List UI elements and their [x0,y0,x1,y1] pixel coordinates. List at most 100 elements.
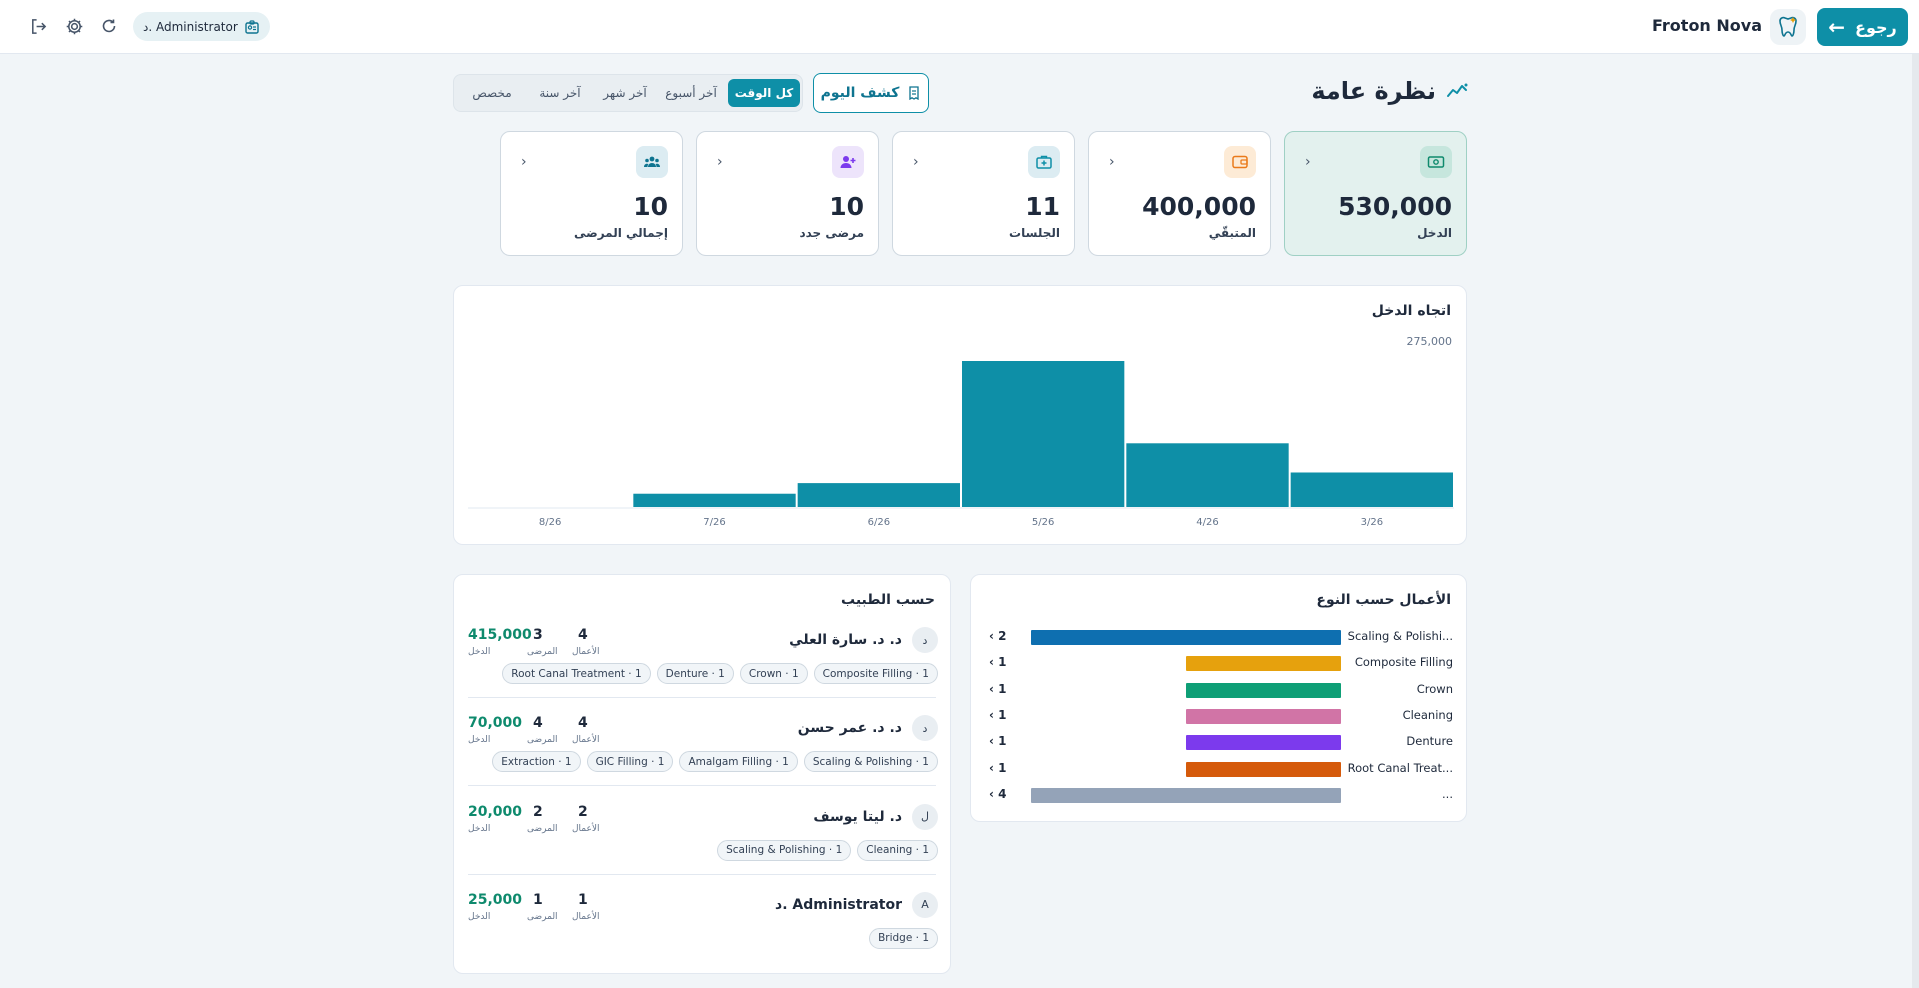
procedure-row[interactable]: Composite Filling ‹ 1 [971,653,1468,673]
logout-icon[interactable] [26,14,50,38]
procedure-chips: Cleaning · 1 Scaling & Polishing · 1 [717,839,938,861]
kpi-value: 530,000 [1338,192,1452,221]
procedure-count[interactable]: ‹ 2 [989,629,1006,643]
medical-briefcase-icon [1028,146,1060,178]
x-tick-label: 5/26 [1031,517,1055,528]
chevron-right-icon: › [717,154,723,170]
procedure-count[interactable]: ‹ 1 [989,655,1006,669]
procedure-count[interactable]: ‹ 4 [989,787,1006,801]
kpi-label: مرضى جدد [799,226,864,240]
procedure-count-value: 1 [998,760,1007,775]
procedure-count[interactable]: ‹ 1 [989,708,1006,722]
kpi-card-sessions[interactable]: › 11 الجلسات [892,131,1075,256]
refresh-icon[interactable] [97,14,121,38]
procedure-chip[interactable]: Composite Filling · 1 [813,663,938,684]
top-bar: ← رجوع Froton Nova د. Administrator [0,0,1919,54]
procedure-label: Crown [1416,681,1453,696]
tab-all-time[interactable]: كل الوقت [728,79,800,107]
avatar: ل [912,803,938,830]
income-label: الدخل [468,735,491,746]
doctor-name: د. ليتا يوسف [813,808,902,825]
kpi-card-total-patients[interactable]: › 10 إجمالي المرضى [500,131,683,256]
doctor-name: د. Administrator [775,896,902,913]
procedure-chip[interactable]: Crown · 1 [739,663,808,684]
kpi-card-new-patients[interactable]: › 10 مرضى جدد [696,131,879,256]
doctor-row[interactable]: ل د. ليتا يوسف 2 الأعمال 2 المرضى 20,000 الدخل C… [454,803,952,874]
chevron-left-icon: ‹ [989,629,999,643]
chevron-left-icon: ‹ [989,734,999,749]
patients-count: 1 [533,891,543,908]
procedure-count[interactable]: ‹ 1 [989,734,1006,748]
x-tick-label: 6/26 [867,517,891,528]
procedure-label: Denture [1406,734,1453,749]
procedure-chips: Bridge · 1 [869,927,938,949]
procedure-row[interactable]: Crown ‹ 1 [971,680,1468,700]
doctor-row[interactable]: د د. د. عمر حسن 4 الأعمال 4 المرضى 70,000 الدخل… [454,715,952,785]
trend-icon [1447,83,1468,97]
avatar: د [912,715,938,742]
income-bar-5-26[interactable] [962,361,1125,507]
procedure-chip[interactable]: Scaling & Polishing · 1 [803,751,938,773]
patients-count: 3 [533,627,543,643]
gear-icon[interactable] [62,14,86,38]
procedure-bar [1186,656,1341,672]
procedure-count[interactable]: ‹ 1 [989,682,1006,696]
procedure-count-value: 1 [998,707,1007,722]
procedure-label: Root Canal Treat... [1347,760,1453,775]
procedure-count[interactable]: ‹ 1 [989,761,1006,775]
procedure-count-value: 2 [998,629,1007,643]
procedure-bar [1186,735,1341,751]
tab-last-year[interactable]: آخر سنة [539,86,581,100]
income-value: 415,000 [468,627,532,643]
procedure-chip[interactable]: Cleaning · 1 [857,839,938,861]
procedure-row[interactable]: Root Canal Treat... ‹ 1 [971,759,1468,779]
user-chip[interactable]: د. Administrator [133,12,270,41]
patients-label: المرضى [527,911,558,922]
procedure-chip[interactable]: Root Canal Treatment · 1 [502,663,651,684]
chevron-left-icon: ‹ [989,707,999,722]
patients-label: المرضى [527,823,558,834]
income-bar-6-26[interactable] [797,483,960,507]
doctor-name: د. د. سارة العلي [789,632,902,648]
procedure-chip[interactable]: Bridge · 1 [869,927,938,949]
back-button[interactable]: ← رجوع [1817,8,1908,46]
income-bar-7-26[interactable] [633,493,796,507]
procedure-chip[interactable]: Extraction · 1 [492,751,581,773]
income-bar-3-26[interactable] [1290,472,1453,507]
chevron-right-icon: › [1305,154,1311,170]
procedure-chip[interactable]: Denture · 1 [656,663,734,684]
tab-custom[interactable]: مخصص [472,86,512,100]
procedure-chip[interactable]: GIC Filling · 1 [586,751,674,773]
procedure-bar [1186,761,1341,777]
x-tick-label: 3/26 [1360,517,1384,528]
page-scrollbar[interactable] [1912,54,1919,988]
procedure-row[interactable]: ... ‹ 4 [971,785,1468,805]
user-label: د. Administrator [143,19,238,34]
procedure-row[interactable]: Denture ‹ 1 [971,732,1468,752]
doctor-row[interactable]: A د. Administrator 1 الأعمال 1 المرضى 25,000 ال… [454,891,952,962]
procedure-chip[interactable]: Scaling & Polishing · 1 [717,839,852,861]
today-report-button[interactable]: كشف اليوم [813,73,929,113]
procedure-row[interactable]: Cleaning ‹ 1 [971,706,1468,726]
tooth-icon [1779,16,1797,37]
income-value: 70,000 [468,715,523,732]
kpi-card-income[interactable]: › 530,000 الدخل [1284,131,1467,256]
tab-last-month[interactable]: آخر شهر [603,86,647,100]
doctor-row[interactable]: د د. د. سارة العلي 4 الأعمال 3 المرضى 415,000 ا… [454,627,952,697]
tab-last-week[interactable]: آخر أسبوع [665,86,717,100]
kpi-card-remaining[interactable]: › 400,000 المتبقّي [1088,131,1271,256]
procedures-count: 1 [578,891,588,908]
patients-count: 4 [533,715,543,732]
procedures-label: الأعمال [572,647,600,657]
procedures-title: الأعمال حسب النوع [1316,592,1451,608]
procedure-chip[interactable]: Amalgam Filling · 1 [679,751,798,773]
procedure-chips: Composite Filling · 1 Crown · 1 Denture · … [502,663,938,684]
page-title: نظرة عامة [1311,77,1436,105]
income-bar-4-26[interactable] [1126,443,1289,507]
income-value: 25,000 [468,891,523,908]
procedure-row[interactable]: Scaling & Polishi... ‹ 2 [971,627,1468,647]
avatar: د [912,627,938,653]
procedure-bar [1186,682,1341,698]
procedure-label: Composite Filling [1354,655,1453,670]
page-header: نظرة عامة [1311,77,1468,105]
